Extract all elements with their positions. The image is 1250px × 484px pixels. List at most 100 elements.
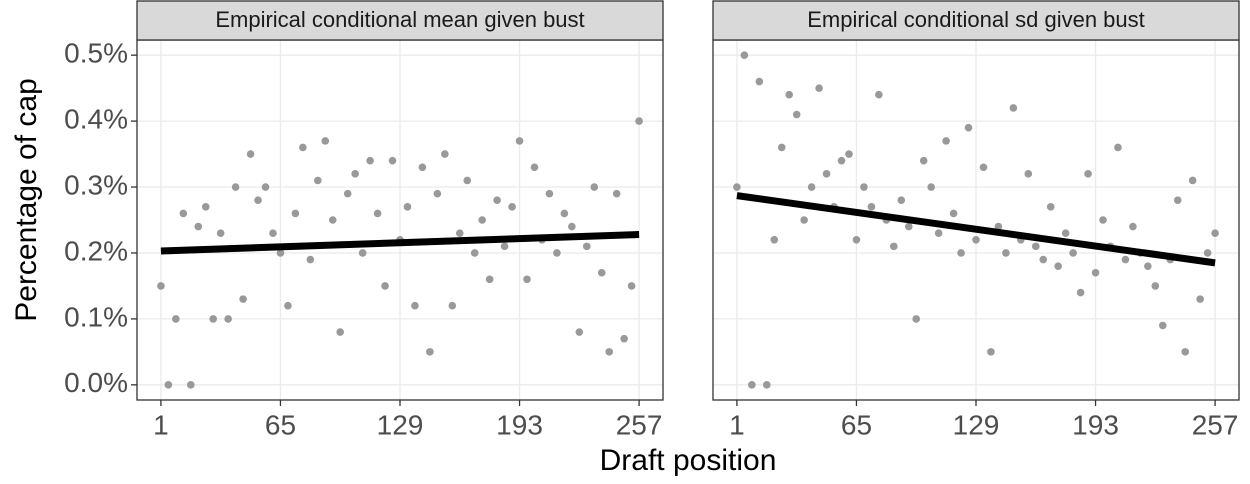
point (1054, 262, 1062, 270)
x-tick-label: 1 (153, 409, 169, 440)
point (635, 117, 643, 125)
point (411, 301, 419, 310)
point (620, 334, 628, 343)
point (1144, 262, 1152, 270)
point (201, 203, 210, 211)
x-tick-label: 1 (729, 409, 745, 440)
point (381, 282, 389, 290)
point (605, 348, 614, 356)
point (224, 315, 232, 323)
point (403, 203, 412, 211)
y-tick-label: 0.0% (64, 367, 128, 398)
point (164, 381, 173, 389)
x-tick-label: 129 (953, 409, 1000, 440)
strip-title: Empirical conditional mean given bust (215, 7, 584, 32)
point (912, 315, 921, 323)
point (463, 176, 472, 185)
y-axis-title: Percentage of cap (10, 78, 43, 322)
point (1181, 348, 1190, 356)
point (1196, 295, 1204, 303)
point (1173, 196, 1182, 205)
point (590, 183, 599, 191)
point (1024, 170, 1033, 178)
point (426, 348, 434, 356)
point (560, 209, 569, 218)
y-tick-label: 0.2% (64, 235, 128, 266)
x-tick-label: 257 (616, 409, 663, 440)
point (927, 183, 935, 191)
point (336, 328, 345, 336)
point (807, 183, 816, 191)
point (1158, 321, 1167, 330)
point (875, 90, 883, 99)
trend-line (160, 231, 640, 255)
point (485, 275, 494, 284)
point (545, 189, 554, 198)
point (733, 183, 741, 191)
x-tick-label: 193 (496, 409, 543, 440)
point (949, 209, 958, 218)
point (957, 249, 965, 257)
point (845, 150, 853, 158)
point (800, 216, 808, 224)
point (239, 295, 247, 303)
point (777, 143, 786, 152)
point (351, 170, 359, 178)
point (1129, 222, 1137, 231)
point (837, 156, 846, 165)
point (612, 189, 621, 198)
strip-title: Empirical conditional sd given bust (807, 7, 1145, 32)
point (762, 381, 771, 389)
point (246, 150, 255, 158)
point (575, 328, 584, 336)
point (597, 268, 606, 277)
point (186, 381, 195, 389)
point (987, 348, 995, 356)
point (343, 189, 352, 198)
point (897, 196, 906, 205)
point (358, 249, 367, 257)
point (276, 249, 285, 257)
x-tick-label: 65 (841, 409, 872, 440)
point (284, 301, 292, 310)
point (748, 381, 756, 389)
x-tick-label: 257 (1192, 409, 1239, 440)
point (1069, 249, 1077, 257)
y-tick-label: 0.4% (64, 103, 128, 134)
point (515, 137, 524, 145)
point (822, 170, 831, 178)
point (478, 216, 486, 224)
point (627, 282, 636, 290)
point (508, 203, 516, 211)
point (815, 84, 823, 92)
point (1084, 170, 1092, 178)
point (1151, 282, 1160, 290)
point (1099, 216, 1107, 224)
point (194, 222, 203, 231)
point (972, 235, 980, 244)
point (448, 301, 457, 310)
point (867, 203, 876, 211)
point (523, 275, 531, 284)
point (418, 163, 427, 172)
point (1211, 229, 1219, 237)
point (740, 51, 749, 59)
point (1114, 143, 1122, 152)
point (904, 222, 913, 231)
trend-line (736, 192, 1216, 267)
point (1091, 268, 1100, 277)
point (1061, 229, 1070, 237)
point (1046, 203, 1055, 211)
point (455, 229, 464, 237)
point (299, 143, 307, 152)
point (530, 163, 539, 172)
point (172, 315, 180, 323)
point (470, 249, 479, 257)
point (979, 163, 988, 172)
point (433, 189, 442, 198)
point (770, 235, 779, 244)
point (157, 282, 165, 290)
point (1031, 242, 1040, 251)
point (919, 156, 928, 165)
